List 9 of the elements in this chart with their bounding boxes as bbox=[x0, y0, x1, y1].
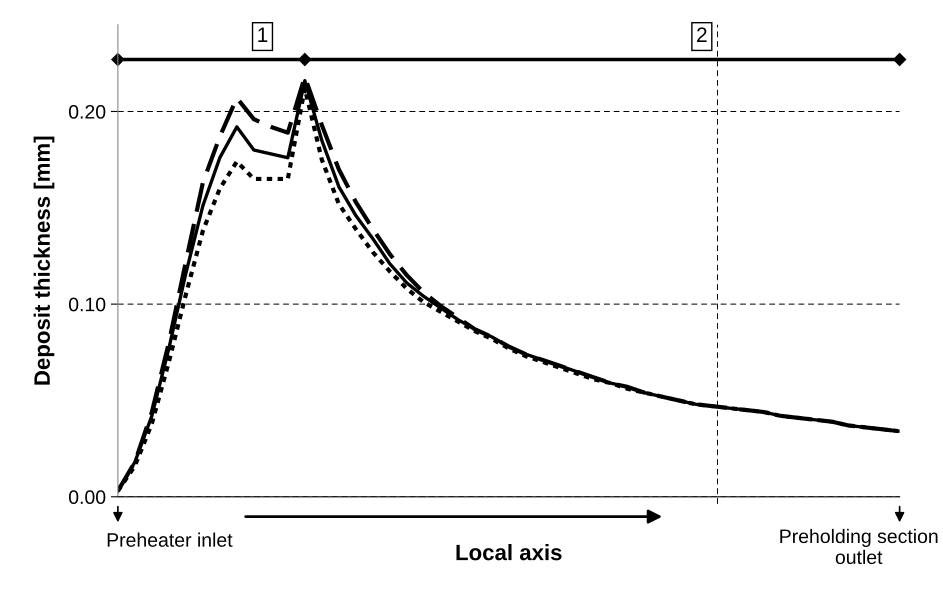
y-tick-label: 0.20 bbox=[68, 104, 106, 119]
annotation: 1 bbox=[258, 28, 268, 42]
x-axis-title: Local axis bbox=[456, 544, 562, 560]
text: Preheater inlet bbox=[108, 532, 232, 547]
annotation: 2 bbox=[697, 27, 707, 42]
y-tick-label: 0.00 bbox=[68, 490, 106, 504]
y-tick-label: 0.10 bbox=[68, 298, 106, 312]
y-axis-title: Deposit thickness [mm] bbox=[34, 136, 54, 385]
text: Preholding section outlet bbox=[780, 528, 938, 564]
